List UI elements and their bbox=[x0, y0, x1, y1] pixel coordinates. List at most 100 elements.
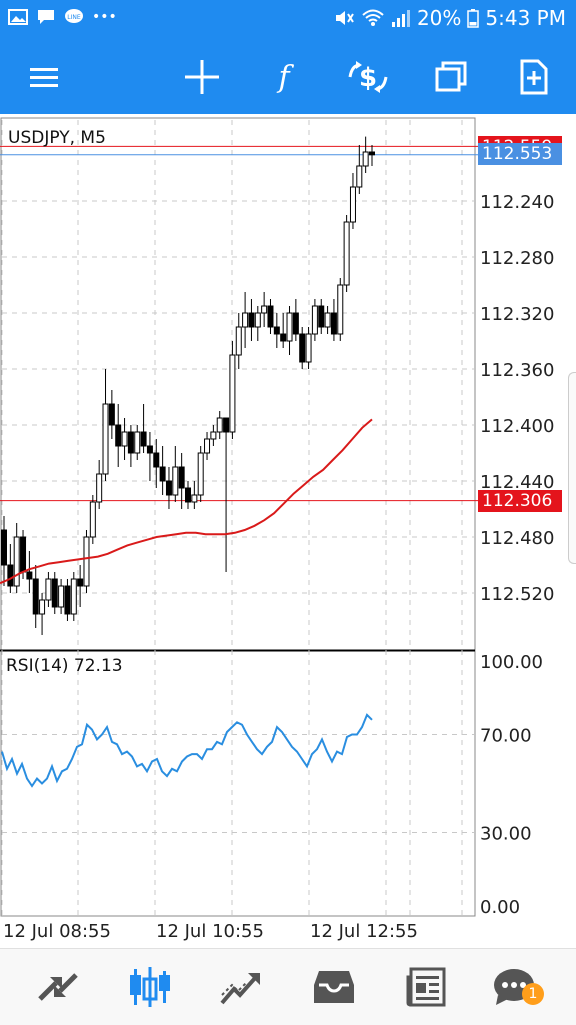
candle-body bbox=[343, 221, 350, 286]
clock: 5:43 PM bbox=[485, 6, 566, 30]
mute-icon bbox=[335, 11, 354, 25]
side-panel-handle[interactable] bbox=[568, 372, 576, 564]
price-tick-label: 112.520 bbox=[480, 584, 554, 605]
candle-body bbox=[32, 578, 39, 615]
nav-chat[interactable]: 1 bbox=[466, 949, 562, 1025]
chart-symbol: USDJPY, M5 bbox=[8, 128, 106, 148]
windows-icon bbox=[435, 61, 467, 92]
rsi-tick-label: 30.00 bbox=[480, 824, 532, 845]
candle bbox=[153, 439, 160, 488]
candle-body bbox=[318, 305, 325, 328]
rsi-label: RSI(14) 72.13 bbox=[6, 656, 123, 676]
nav-chart[interactable] bbox=[102, 949, 198, 1025]
candle bbox=[273, 313, 280, 348]
chart-area[interactable]: 112.520 112.480 112.440 112.400 112.360 112.3… bbox=[0, 114, 576, 948]
chart-frame bbox=[0, 117, 476, 917]
candle bbox=[1, 516, 7, 586]
candle bbox=[261, 292, 268, 327]
candle-body bbox=[83, 536, 90, 587]
candle-body bbox=[77, 578, 84, 587]
candle bbox=[121, 418, 128, 460]
price-tick-label: 112.400 bbox=[480, 416, 554, 437]
candle bbox=[311, 299, 318, 341]
candle-body bbox=[261, 305, 268, 314]
candle-body bbox=[172, 466, 179, 496]
candle-body bbox=[299, 333, 306, 363]
battery-percent: 20% bbox=[416, 6, 462, 30]
indicators-button[interactable]: f bbox=[254, 40, 314, 114]
candle bbox=[330, 299, 337, 341]
horizontal-line-price-tag: 112.306 bbox=[478, 490, 562, 512]
rsi-tick-label: 70.00 bbox=[480, 726, 532, 747]
candle-body bbox=[159, 466, 166, 482]
candle-body bbox=[13, 536, 20, 587]
candle bbox=[254, 306, 261, 341]
wifi-icon bbox=[362, 9, 384, 26]
candle-body bbox=[39, 599, 46, 615]
candle-body bbox=[102, 403, 109, 475]
candle-body bbox=[254, 312, 261, 328]
nav-trade[interactable] bbox=[194, 949, 290, 1025]
message-icon bbox=[38, 10, 54, 24]
candle bbox=[191, 481, 198, 509]
trade-icon: $ bbox=[348, 61, 388, 93]
candle bbox=[39, 593, 46, 635]
candle bbox=[305, 327, 312, 369]
candle-body bbox=[178, 466, 185, 489]
svg-text:LINE: LINE bbox=[67, 14, 81, 21]
candle bbox=[356, 145, 363, 194]
moving-average-line bbox=[0, 418, 373, 585]
trade-button[interactable]: $ bbox=[338, 40, 398, 114]
candle bbox=[242, 292, 249, 348]
candle-body bbox=[197, 452, 204, 496]
menu-button[interactable] bbox=[14, 40, 74, 114]
chart-canvas[interactable]: 112.520 112.480 112.440 112.400 112.360 112.3… bbox=[0, 114, 576, 948]
candle-body bbox=[185, 487, 191, 503]
candle bbox=[7, 544, 14, 593]
crosshair-button[interactable] bbox=[172, 40, 232, 114]
nav-quotes[interactable] bbox=[10, 949, 106, 1025]
candle bbox=[140, 404, 147, 453]
time-tick-label: 12 Jul 08:55 bbox=[3, 921, 111, 942]
candle bbox=[362, 136, 369, 173]
candle-body bbox=[286, 312, 293, 342]
candle bbox=[13, 523, 20, 593]
candle bbox=[134, 425, 141, 460]
candle-body bbox=[26, 571, 33, 580]
candle-body bbox=[305, 333, 312, 363]
candle-body bbox=[70, 578, 77, 615]
candle-body bbox=[121, 431, 128, 447]
candle-body bbox=[146, 445, 153, 454]
candle-body bbox=[7, 564, 14, 587]
candle-body bbox=[45, 578, 52, 601]
quotes-icon bbox=[38, 973, 78, 1001]
candle bbox=[159, 446, 166, 495]
candle bbox=[229, 341, 236, 439]
menu-icon bbox=[30, 68, 58, 87]
candle-body bbox=[235, 326, 242, 356]
candle bbox=[32, 565, 39, 628]
price-tick-label: 112.480 bbox=[480, 528, 554, 549]
candle bbox=[102, 369, 109, 481]
candle bbox=[127, 425, 134, 467]
candle bbox=[318, 299, 325, 334]
nav-history[interactable] bbox=[286, 949, 382, 1025]
candle bbox=[77, 565, 84, 607]
nav-news[interactable] bbox=[378, 949, 474, 1025]
new-chart-button[interactable] bbox=[504, 40, 564, 114]
candle-body bbox=[349, 186, 356, 223]
candle bbox=[280, 313, 287, 348]
candle bbox=[324, 306, 331, 334]
candle-body bbox=[204, 438, 211, 454]
svg-text:f: f bbox=[276, 60, 294, 95]
windows-button[interactable] bbox=[421, 40, 481, 114]
candle-body bbox=[134, 431, 141, 454]
crosshair-icon bbox=[185, 60, 219, 94]
candle bbox=[369, 145, 375, 166]
candle bbox=[172, 446, 179, 502]
candle-body bbox=[292, 312, 299, 335]
candle bbox=[223, 417, 230, 572]
candle-body bbox=[191, 494, 198, 503]
candle bbox=[286, 306, 293, 355]
candle bbox=[70, 572, 77, 621]
